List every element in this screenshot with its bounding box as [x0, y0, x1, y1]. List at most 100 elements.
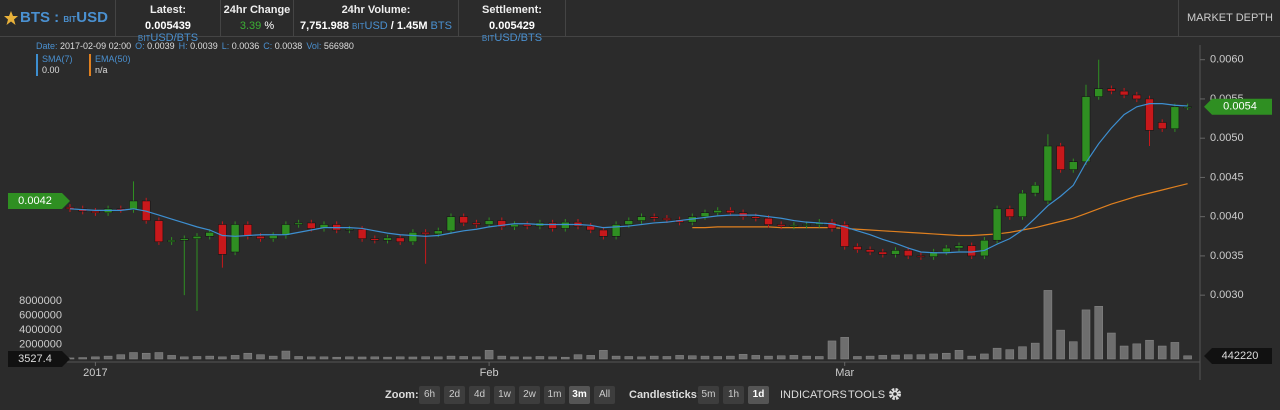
volume-bar [205, 355, 214, 360]
candle-body [662, 217, 672, 221]
symbol-cell[interactable]: BTS : BITUSD [0, 0, 116, 36]
y-tick-label: 0.0040 [1210, 211, 1244, 223]
volume-bar [929, 353, 938, 360]
candle-body [1069, 161, 1078, 170]
volume-bar [307, 356, 316, 360]
candle-button[interactable]: 1d [748, 386, 769, 404]
candle-body [180, 238, 189, 241]
y-tick-label: 0.0035 [1210, 250, 1244, 262]
volume-bar [1157, 345, 1167, 360]
volume-bar [1170, 342, 1180, 360]
last-price-text: 0.0054 [1223, 101, 1257, 113]
quote-prefix: BIT [63, 15, 77, 24]
candle-body [853, 246, 862, 250]
volume-bar [91, 356, 100, 360]
zoom-button[interactable]: All [594, 386, 615, 404]
volume-bar [472, 356, 481, 360]
candle-button[interactable]: 1h [723, 386, 744, 404]
candle-body [865, 249, 875, 253]
volume-bar [713, 356, 722, 360]
candle-body [561, 221, 570, 229]
sma-line [69, 103, 1188, 254]
sma-legend: SMA(7) 0.00 [36, 54, 73, 76]
volume-bar [230, 355, 240, 360]
tools-button[interactable]: TOOLS [848, 389, 886, 401]
zoom-button[interactable]: 2w [519, 386, 540, 404]
candle-body [700, 212, 710, 217]
indicators-button[interactable]: INDICATORS [780, 389, 847, 401]
volume-bar [345, 356, 354, 360]
candle-body [726, 210, 735, 213]
zoom-button[interactable]: 6h [419, 386, 440, 404]
volume-bar [726, 355, 735, 360]
candle-body [776, 224, 786, 227]
volume-bar [154, 352, 164, 360]
value2: / 1.45M [390, 20, 428, 32]
candle-body [891, 250, 900, 255]
candle-body [929, 251, 938, 257]
volume-bar [180, 356, 189, 360]
info-label: H: [178, 41, 188, 51]
volume-bar [992, 347, 1002, 360]
value: 3.39 [239, 20, 262, 32]
info-label: L: [221, 41, 230, 51]
volume-bar [853, 356, 862, 360]
candle-body [510, 224, 519, 228]
settlement-cell: Settlement: 0.005429 BITUSD/BTS [459, 0, 566, 44]
candle-body [1170, 106, 1180, 130]
info-value: 0.0036 [231, 41, 260, 51]
volume-bar [688, 355, 697, 360]
crosshair-volume-text: 3527.4 [18, 353, 52, 365]
info-value: 0.0039 [147, 41, 175, 51]
y-tick-label: 0.0050 [1210, 132, 1244, 144]
volume-bar [789, 355, 799, 360]
candle-body [980, 239, 989, 257]
label: 24hr Volume: [341, 4, 411, 16]
y-tick-label: 0.0060 [1210, 54, 1244, 66]
volume-tick-label: 2000000 [19, 338, 62, 350]
volume-bar [573, 354, 583, 360]
info-line: Date: 2017-02-09 02:00 O: 0.0039 H: 0.0039… [36, 41, 358, 51]
volume-bar [129, 352, 138, 360]
candle-button[interactable]: 5m [698, 386, 719, 404]
value: 0.005429 [489, 20, 535, 32]
candle-body [1183, 106, 1192, 109]
candle-body [878, 251, 888, 255]
volume-bar [167, 355, 176, 360]
volume-bar [1107, 332, 1116, 360]
volume-bar [103, 355, 113, 360]
zoom-button[interactable]: 3m [569, 386, 590, 404]
settings-icon[interactable] [888, 387, 902, 401]
market-depth[interactable]: MARKET DEPTH [1178, 0, 1280, 36]
candle-body [294, 222, 303, 225]
candle-body [395, 237, 405, 243]
volume-bar [840, 337, 849, 360]
volume-bar [408, 356, 418, 360]
candle-body [713, 210, 722, 213]
volume-bar [802, 355, 811, 360]
zoom-button[interactable]: 4d [469, 386, 490, 404]
label: 24hr Change [223, 4, 291, 16]
candle-body [789, 225, 799, 227]
volume-bar [497, 355, 507, 360]
candle-body [421, 232, 430, 235]
volume-bar [434, 356, 443, 360]
candle-body [1094, 88, 1103, 97]
volume-bar [281, 350, 291, 360]
volume-bar [294, 356, 303, 360]
volume-bar [1094, 306, 1103, 360]
candle-body [345, 228, 354, 231]
zoom-button[interactable]: 1w [494, 386, 515, 404]
volume-bar [1119, 345, 1129, 360]
zoom-button[interactable]: 1m [544, 386, 565, 404]
unit: USD/BTS [494, 32, 543, 44]
unit: % [264, 20, 275, 32]
volume-tick-label: 8000000 [19, 295, 62, 307]
volume-bar [522, 356, 532, 360]
info-label: Date: [36, 41, 58, 51]
volume-bar [218, 356, 227, 360]
zoom-button[interactable]: 2d [444, 386, 465, 404]
volume-bar [141, 352, 151, 360]
